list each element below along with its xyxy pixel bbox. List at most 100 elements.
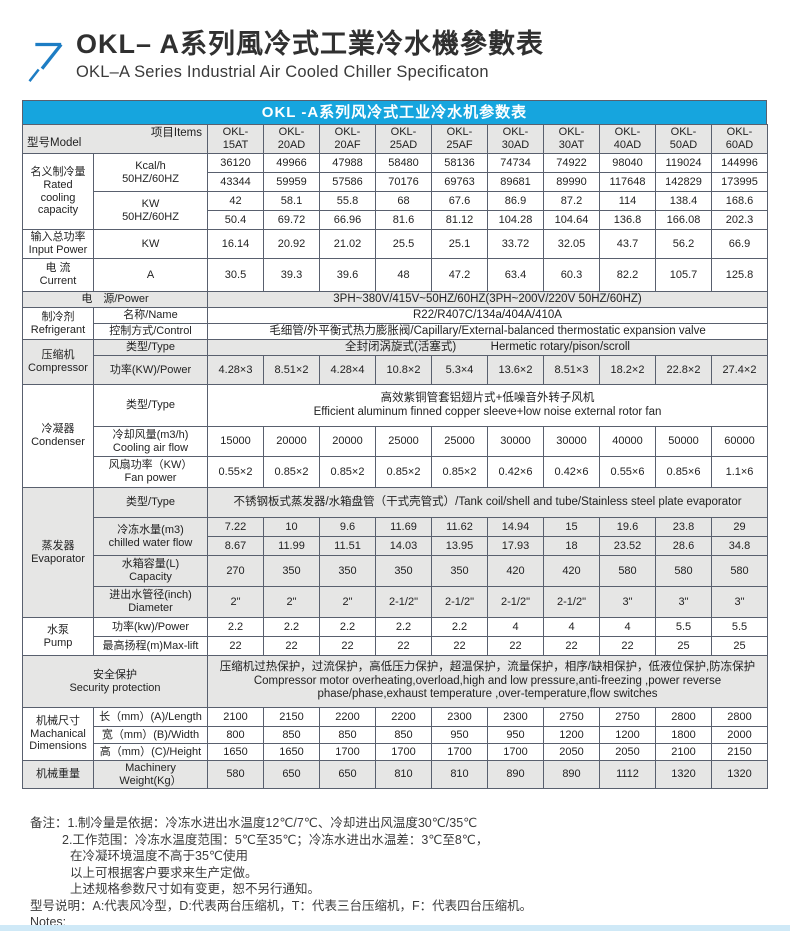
value-cell: 14.94 bbox=[487, 517, 544, 537]
table-row: 最高扬程(m)Max-lift 22 22 22 22 22 22 22 22 25 25 bbox=[23, 636, 768, 656]
value-cell: 59959 bbox=[263, 172, 320, 192]
row-label-cell: 电 流 Current bbox=[22, 258, 94, 292]
value-cell: OKL- 25AD bbox=[375, 124, 432, 154]
table-row: 高（mm）(C)/Height 1650 1650 1700 1700 1700 1700 2… bbox=[23, 743, 768, 761]
value-cell: 138.4 bbox=[655, 191, 712, 211]
table-row: 冷凝器 Condenser 类型/Type 高效紫铜管套铝翅片式+低噪音外转子风机 Ef… bbox=[22, 384, 768, 488]
value-cell: 7.22 bbox=[207, 517, 264, 537]
value-cell: 42 bbox=[207, 191, 264, 211]
merged-value-cell: 3PH~380V/415V~50HZ/60HZ(3PH~200V/220V 50… bbox=[207, 291, 768, 308]
value-cell: 350 bbox=[375, 555, 432, 587]
table-row: 进出水管径(inch) Diameter 2" 2" 2" 2-1/2" 2-1/2" 2-1… bbox=[23, 586, 768, 618]
table-row: 控制方式/Control 毛细管/外平衡式热力膨胀阀/Capillary/Exte… bbox=[23, 323, 768, 340]
value-cell: 87.2 bbox=[543, 191, 600, 211]
table-row: 蒸发器 Evaporator 类型/Type 不锈钢板式蒸发器/水箱盘管（干式壳管式）… bbox=[22, 487, 768, 618]
value-cell: 82.2 bbox=[599, 258, 656, 292]
note-line: 在冷凝环境温度不高于35℃使用 bbox=[70, 849, 248, 863]
value-cell: 0.85×2 bbox=[319, 456, 376, 488]
merged-value-cell: 高效紫铜管套铝翅片式+低噪音外转子风机 Efficient aluminum fi… bbox=[207, 384, 768, 427]
value-cell: 350 bbox=[319, 555, 376, 587]
value-cell: 890 bbox=[487, 760, 544, 789]
value-cell: 13.6×2 bbox=[487, 355, 544, 385]
row-label-cell: 机械重量 bbox=[22, 760, 94, 789]
value-cell: 350 bbox=[263, 555, 320, 587]
value-cell: 2-1/2" bbox=[487, 586, 544, 618]
value-cell: 22 bbox=[431, 636, 488, 656]
corner-model-label: 型号Model bbox=[27, 137, 82, 150]
row-label-cell: 水箱容量(L) Capacity bbox=[93, 555, 208, 587]
table-row: 水泵 Pump 功率(kw)/Power 2.2 2.2 2.2 2.2 2.2 4 4 4 5.5 5… bbox=[22, 617, 768, 656]
value-cell: 890 bbox=[543, 760, 600, 789]
value-cell: 350 bbox=[431, 555, 488, 587]
value-cell: 1200 bbox=[599, 726, 656, 744]
note-line: 2.工作范围：冷冻水温度范围：5℃至35℃；冷冻水进出水温差：3℃至8℃， bbox=[62, 832, 489, 847]
value-cell: 420 bbox=[543, 555, 600, 587]
value-cell: OKL- 30AD bbox=[487, 124, 544, 154]
value-cell: 30000 bbox=[543, 426, 600, 457]
value-cell: 40000 bbox=[599, 426, 656, 457]
value-cell: 0.55×2 bbox=[207, 456, 264, 488]
value-cell: 580 bbox=[599, 555, 656, 587]
table-row: KW 50HZ/60HZ 42 58.1 55.8 68 67.6 86.9 87.2 114 13… bbox=[23, 191, 768, 230]
value-cell: 1800 bbox=[655, 726, 712, 744]
value-cell: 2150 bbox=[711, 743, 768, 761]
table-row: 电 源/Power 3PH~380V/415V~50HZ/60HZ(3PH~200… bbox=[22, 291, 768, 308]
value-cell: 36120 bbox=[207, 153, 264, 173]
table-row: 风扇功率（KW） Fan power 0.55×2 0.85×2 0.85×2 0.85×… bbox=[23, 456, 768, 488]
notes-block: 备注：1.制冷量是依据：冷冻水进出水温度12℃/7℃、冷却进出风温度30℃/35… bbox=[30, 815, 532, 931]
value-cell: 2.2 bbox=[375, 617, 432, 637]
value-cell: 27.4×2 bbox=[711, 355, 768, 385]
value-cell: 16.14 bbox=[207, 229, 264, 259]
value-cell: 18 bbox=[543, 536, 600, 556]
value-cell: 650 bbox=[263, 760, 320, 789]
value-cell: 1200 bbox=[543, 726, 600, 744]
value-cell: 850 bbox=[375, 726, 432, 744]
spec-table-section: OKL -A系列风冷式工业冷水机参数表 型号Model 项目Items OKL- 15… bbox=[22, 100, 768, 789]
value-cell: 202.3 bbox=[711, 210, 768, 230]
value-cell: 270 bbox=[207, 555, 264, 587]
value-cell: 173995 bbox=[711, 172, 768, 192]
value-cell: 22 bbox=[207, 636, 264, 656]
merged-value-cell: 全封闭涡旋式(活塞式) Hermetic rotary/pison/scroll bbox=[207, 339, 768, 356]
value-cell: 20.92 bbox=[263, 229, 320, 259]
value-cell: OKL- 50AD bbox=[655, 124, 712, 154]
value-cell: 168.6 bbox=[711, 191, 768, 211]
value-cell: 2050 bbox=[543, 743, 600, 761]
value-cell: 850 bbox=[263, 726, 320, 744]
value-cell: 2" bbox=[207, 586, 264, 618]
value-cell: 2000 bbox=[711, 726, 768, 744]
value-cell: OKL- 20AD bbox=[263, 124, 320, 154]
value-cell: 17.93 bbox=[487, 536, 544, 556]
row-label-cell: A bbox=[93, 258, 208, 292]
table-row: 冷却风量(m3/h) Cooling air flow 15000 20000 2000… bbox=[23, 426, 768, 457]
row-label-cell: 高（mm）(C)/Height bbox=[93, 743, 208, 761]
value-cell: 2.2 bbox=[263, 617, 320, 637]
value-cell: 60000 bbox=[711, 426, 768, 457]
note-line: 型号说明：A:代表风冷型，D:代表两台压缩机，T：代表三台压缩机，F：代表四台压… bbox=[30, 898, 533, 913]
value-cell: 33.72 bbox=[487, 229, 544, 259]
value-cell: 74734 bbox=[487, 153, 544, 173]
value-cell: 117648 bbox=[599, 172, 656, 192]
value-cell: 1700 bbox=[319, 743, 376, 761]
value-cell: 4.28×3 bbox=[207, 355, 264, 385]
value-cell: 9.6 bbox=[319, 517, 376, 537]
value-cell: 81.12 bbox=[431, 210, 488, 230]
value-cell: 11.51 bbox=[319, 536, 376, 556]
value-cell: 1.1×6 bbox=[711, 456, 768, 488]
value-cell: 69.72 bbox=[263, 210, 320, 230]
row-label-cell: 机械尺寸 Machanical Dimensions bbox=[22, 707, 94, 761]
value-cell: 800 bbox=[207, 726, 264, 744]
value-cell: OKL- 40AD bbox=[599, 124, 656, 154]
value-cell: 13.95 bbox=[431, 536, 488, 556]
row-label-cell: 输入总功率 Input Power bbox=[22, 229, 94, 259]
table-caption: OKL -A系列风冷式工业冷水机参数表 bbox=[22, 100, 767, 124]
row-label-cell: 水泵 Pump bbox=[22, 617, 94, 656]
value-cell: 89681 bbox=[487, 172, 544, 192]
merged-value-cell: 毛细管/外平衡式热力膨胀阀/Capillary/External-balance… bbox=[207, 323, 768, 340]
value-cell: 4 bbox=[543, 617, 600, 637]
value-cell: 1320 bbox=[655, 760, 712, 789]
table-row: 水箱容量(L) Capacity 270 350 350 350 350 420 420 580 5… bbox=[23, 555, 768, 587]
value-cell: 20000 bbox=[319, 426, 376, 457]
value-cell: 2.2 bbox=[431, 617, 488, 637]
value-cell: 68 bbox=[375, 191, 432, 211]
